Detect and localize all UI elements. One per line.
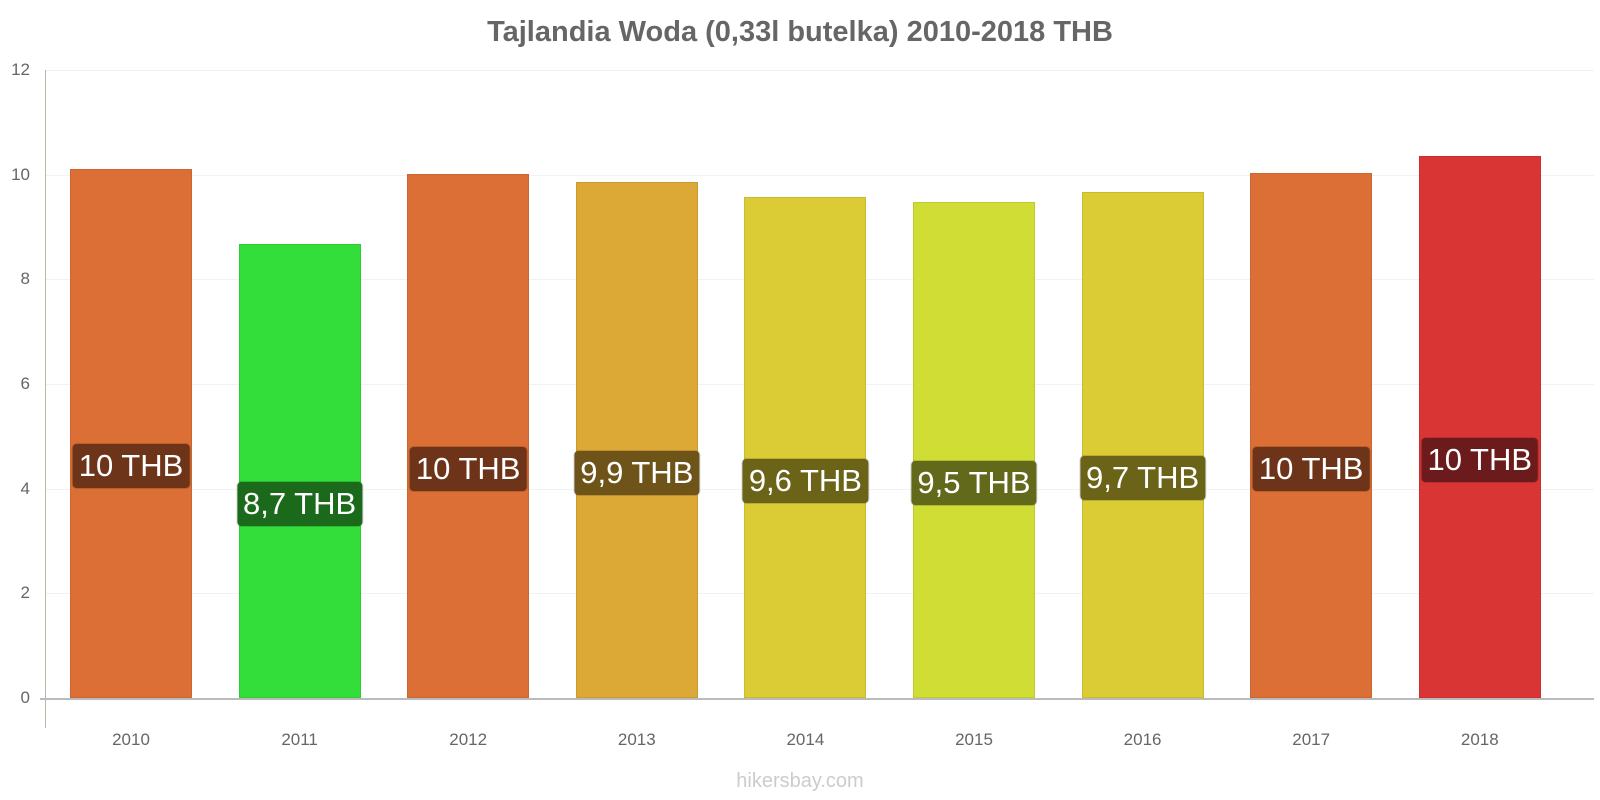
bar-2012[interactable] xyxy=(407,174,530,698)
x-axis xyxy=(40,698,1594,700)
bar-2017[interactable] xyxy=(1250,173,1373,698)
data-label: 10 THB xyxy=(1421,437,1539,482)
data-label: 10 THB xyxy=(1252,446,1370,491)
y-tick-label: 10 xyxy=(11,164,30,184)
bar-2016[interactable] xyxy=(1081,191,1204,698)
x-tick-label: 2012 xyxy=(449,730,488,749)
bar-2011[interactable] xyxy=(238,243,361,698)
y-tick-label: 8 xyxy=(20,269,30,289)
bar-2014[interactable] xyxy=(744,197,867,698)
chart-title: Tajlandia Woda (0,33l butelka) 2010-2018… xyxy=(487,16,1113,48)
x-tick-label: 2013 xyxy=(617,730,656,749)
gridline xyxy=(46,70,1594,71)
source-credit: hikersbay.com xyxy=(736,770,864,792)
data-label: 9,7 THB xyxy=(1080,455,1206,500)
x-tick-label: 2018 xyxy=(1460,730,1499,749)
y-tick-label: 0 xyxy=(20,688,30,707)
data-label: 9,9 THB xyxy=(574,450,700,495)
bar-2010[interactable] xyxy=(70,168,192,698)
data-label: 10 THB xyxy=(409,447,527,492)
x-tick-label: 2016 xyxy=(1123,730,1162,749)
data-label: 9,5 THB xyxy=(911,460,1037,505)
data-label: 8,7 THB xyxy=(237,481,363,526)
x-tick-label: 2014 xyxy=(786,730,825,749)
y-axis xyxy=(45,70,46,728)
x-tick-label: 2010 xyxy=(112,730,150,749)
bar-2018[interactable] xyxy=(1418,155,1541,698)
x-tick-label: 2015 xyxy=(955,730,993,749)
bar-2015[interactable] xyxy=(913,201,1035,698)
data-label: 9,6 THB xyxy=(742,458,868,503)
data-label: 10 THB xyxy=(72,444,190,489)
y-tick-label: 6 xyxy=(20,374,30,393)
x-tick-label: 2011 xyxy=(281,730,318,749)
y-tick-label: 12 xyxy=(11,60,30,79)
x-tick-label: 2017 xyxy=(1292,730,1331,749)
bar-2013[interactable] xyxy=(575,181,698,698)
y-tick-label: 4 xyxy=(20,478,30,498)
y-tick-label: 2 xyxy=(20,583,30,603)
gridline xyxy=(46,174,1594,176)
